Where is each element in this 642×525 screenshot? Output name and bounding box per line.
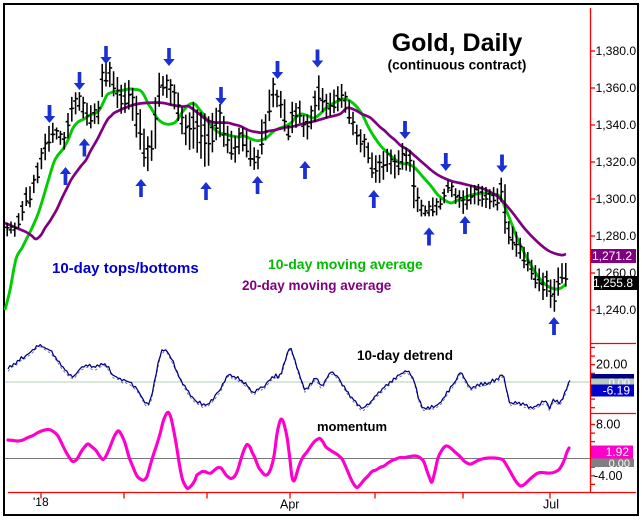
svg-text:1,320.0: 1,320.0 [596,155,637,169]
svg-text:0.00: 0.00 [609,458,630,470]
svg-text:'18: '18 [33,495,49,509]
svg-text:1,300.0: 1,300.0 [596,192,637,206]
svg-text:1,380.0: 1,380.0 [596,44,637,58]
svg-text:10-day tops/bottoms: 10-day tops/bottoms [52,260,199,277]
svg-text:1,360.0: 1,360.0 [596,81,637,95]
svg-text:20.00: 20.00 [596,358,627,372]
svg-text:1,271.2: 1,271.2 [592,249,632,263]
svg-text:20-day moving average: 20-day moving average [242,278,392,293]
svg-text:1,340.0: 1,340.0 [596,118,637,132]
svg-text:8.00: 8.00 [596,418,620,432]
svg-text:-6.19: -6.19 [603,384,631,398]
svg-text:1,240.0: 1,240.0 [596,303,637,317]
svg-text:1,255.8: 1,255.8 [593,276,633,290]
svg-text:-4.00: -4.00 [594,469,623,483]
svg-text:1,280.0: 1,280.0 [596,229,637,243]
svg-text:10-day moving average: 10-day moving average [268,256,423,272]
svg-text:momentum: momentum [317,419,387,434]
svg-text:Apr: Apr [280,498,299,512]
svg-text:1.92: 1.92 [606,445,630,459]
svg-text:Jul: Jul [543,498,559,512]
svg-text:(continuous contract): (continuous contract) [388,58,527,73]
svg-text:10-day detrend: 10-day detrend [357,348,453,363]
svg-text:Gold, Daily: Gold, Daily [392,29,523,57]
